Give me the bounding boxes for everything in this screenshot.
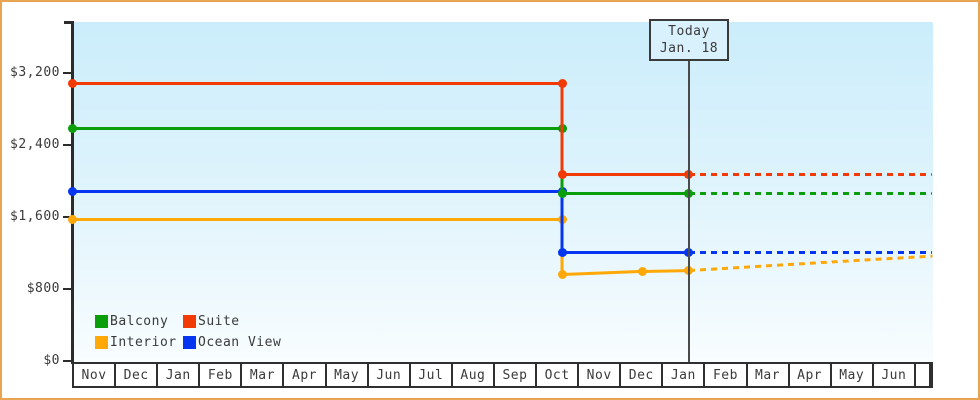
x-axis-month-label: Oct [537,364,580,386]
ocean-view-line-segment [72,190,564,194]
x-axis-month-band: Nov Dec Jan Feb Mar Apr May Jun Jul Aug Sep Oct Nov D… [72,362,933,388]
x-axis-month-label: Dec [116,364,159,386]
y-axis-label: $3,200 [10,65,60,80]
suite-marker [557,169,567,179]
x-axis-month-label: Mar [242,364,285,386]
x-axis-month-label: Nov [74,364,117,386]
ocean-view-marker [557,248,567,258]
x-axis-month-label: May [832,364,874,386]
y-axis-tick [63,72,72,74]
x-axis-empty-cell [916,364,931,386]
x-axis-month-label: Apr [284,364,327,386]
y-axis-tick [63,288,72,290]
today-annotation: Today Jan. 18 [649,19,729,61]
y-axis-label: $2,400 [10,137,60,152]
interior-line-segment [72,218,564,222]
x-axis-month-label: Dec [621,364,664,386]
balcony-legend-swatch [95,315,108,328]
legend-label-interior: Interior [110,335,177,350]
x-axis-month-label: Jul [411,364,453,386]
y-axis-tick [63,144,72,146]
ocean-view-legend-swatch [183,336,196,349]
x-axis-month-label: May [327,364,369,386]
ocean-view-marker [67,187,77,197]
suite-marker [67,79,77,89]
y-axis-label: $0 [43,353,60,368]
balcony-line-segment [562,192,691,196]
y-axis-tick [63,360,72,362]
suite-line-segment [688,172,933,176]
y-axis-label: $1,600 [10,209,60,224]
interior-marker [67,215,77,225]
interior-legend-swatch [95,336,108,349]
interior-marker [557,269,567,279]
legend-item-suite: Suite [183,314,281,329]
y-axis-top-cap [64,21,74,24]
suite-line-segment [562,172,691,176]
suite-legend-swatch [183,315,196,328]
suite-line-segment [560,83,564,176]
x-axis-month-label: Mar [748,364,790,386]
today-line [688,60,690,362]
ocean-view-line-segment [560,191,564,255]
balcony-marker [67,124,77,134]
x-axis-month-label: Nov [579,364,622,386]
x-axis-month-label: Apr [790,364,832,386]
x-axis-month-label: Jun [369,364,411,386]
x-axis-month-label: Aug [453,364,495,386]
x-axis-month-label: Jun [874,364,916,386]
legend-label-balcony: Balcony [110,314,169,329]
legend-item-interior: Interior [95,335,183,350]
legend-item-ocean-view: Ocean View [183,335,281,350]
legend-label-ocean-view: Ocean View [198,335,282,350]
suite-line-segment [72,82,564,86]
balcony-line-segment [72,127,564,131]
balcony-line-segment [688,192,933,196]
x-axis-month-label: Jan [158,364,201,386]
legend: Balcony Suite Interior Ocean View [95,314,281,350]
interior-marker [637,266,647,276]
balcony-marker [557,189,567,199]
x-axis-month-label: Feb [200,364,243,386]
suite-marker [557,79,567,89]
ocean-view-line-segment [562,251,691,255]
ocean-view-line-segment [688,251,933,255]
interior-line-segment [642,268,691,273]
legend-item-balcony: Balcony [95,314,183,329]
today-annotation-line2: Jan. 18 [659,41,719,56]
y-axis-label: $800 [26,281,60,296]
x-axis-month-label: Sep [495,364,538,386]
x-axis-month-label: Feb [705,364,748,386]
x-axis-month-label: Jan [663,364,706,386]
legend-label-suite: Suite [198,314,240,329]
today-annotation-line1: Today [668,24,710,39]
